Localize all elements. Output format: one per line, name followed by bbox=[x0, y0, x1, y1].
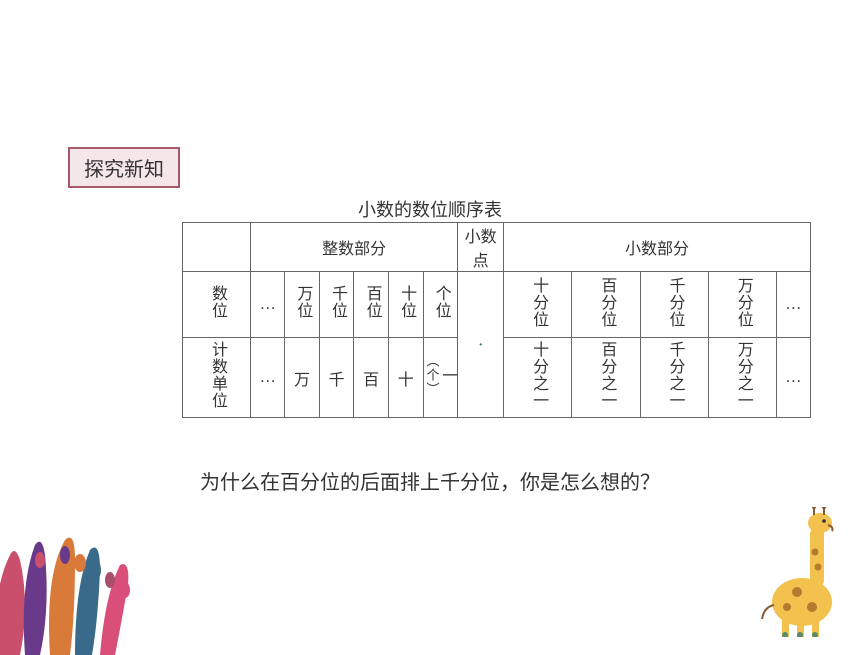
giraffe-decoration-icon bbox=[742, 507, 852, 637]
row-label-digit: 数位 bbox=[183, 272, 251, 338]
header-blank bbox=[183, 223, 251, 272]
row-label-unit: 计数单位 bbox=[183, 338, 251, 418]
digit-baifen: 百分位 bbox=[572, 272, 640, 338]
table-title: 小数的数位顺序表 bbox=[0, 196, 860, 222]
digit-wan: 万位 bbox=[285, 272, 320, 338]
ellipsis-cell: … bbox=[251, 272, 285, 338]
unit-shi: 十 bbox=[388, 338, 423, 418]
digit-qianfen: 千分位 bbox=[640, 272, 708, 338]
plants-decoration-icon bbox=[0, 515, 240, 655]
decimal-point-cell: · bbox=[458, 272, 504, 418]
decimal-dot-icon: · bbox=[478, 338, 483, 353]
unit-baifen: 百分之一 bbox=[572, 338, 640, 418]
unit-one-paren: ︵个︶ bbox=[425, 354, 438, 396]
digit-shifen: 十分位 bbox=[504, 272, 572, 338]
unit-ge: 一︵个︶ bbox=[423, 338, 458, 418]
header-decimal-part: 小数部分 bbox=[504, 223, 811, 272]
digit-ge: 个位 bbox=[423, 272, 458, 338]
unit-bai: 百 bbox=[354, 338, 389, 418]
unit-qianfen: 千分之一 bbox=[640, 338, 708, 418]
table-header-row: 整数部分 小数点 小数部分 bbox=[183, 223, 811, 272]
header-integer-part: 整数部分 bbox=[251, 223, 458, 272]
unit-wanfen: 万分之一 bbox=[708, 338, 776, 418]
question-text: 为什么在百分位的后面排上千分位，你是怎么想的？ bbox=[0, 466, 860, 495]
ellipsis-cell: … bbox=[251, 338, 285, 418]
place-value-table: 整数部分 小数点 小数部分 数位 … 万位 千位 百位 十位 个位 · 十分位 … bbox=[182, 222, 811, 418]
unit-qian: 千 bbox=[319, 338, 354, 418]
digit-shi: 十位 bbox=[388, 272, 423, 338]
unit-one-main: 一 bbox=[439, 367, 456, 384]
unit-shifen: 十分之一 bbox=[504, 338, 572, 418]
section-label: 探究新知 bbox=[68, 147, 180, 188]
digit-bai: 百位 bbox=[354, 272, 389, 338]
digit-qian: 千位 bbox=[319, 272, 354, 338]
header-decimal-point: 小数点 bbox=[458, 223, 504, 272]
digit-row: 数位 … 万位 千位 百位 十位 个位 · 十分位 百分位 千分位 万分位 … bbox=[183, 272, 811, 338]
ellipsis-cell: … bbox=[776, 338, 810, 418]
unit-wan: 万 bbox=[285, 338, 320, 418]
digit-wanfen: 万分位 bbox=[708, 272, 776, 338]
ellipsis-cell: … bbox=[776, 272, 810, 338]
